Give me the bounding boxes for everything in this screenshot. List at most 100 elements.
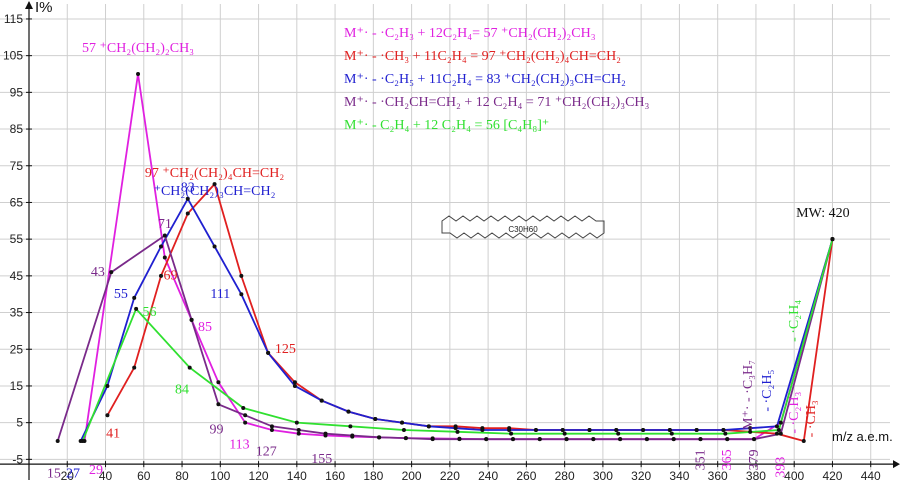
data-point	[185, 211, 190, 216]
data-point	[266, 350, 271, 355]
data-point	[774, 424, 779, 429]
x-axis-label: m/z a.e.m.	[832, 429, 893, 444]
data-point	[830, 237, 835, 242]
data-point	[105, 383, 110, 388]
data-point	[776, 427, 781, 432]
data-point	[560, 427, 565, 432]
peak-label: 113	[229, 437, 249, 452]
peak-label: 69	[164, 269, 178, 284]
y-tick-label: 45	[10, 269, 24, 283]
data-point	[269, 424, 274, 429]
peak-label: 111	[210, 287, 230, 302]
data-point	[509, 431, 514, 436]
data-point	[537, 437, 542, 442]
y-axis-label: I%	[35, 0, 53, 16]
series-line-4	[81, 238, 834, 442]
data-point	[618, 437, 623, 442]
y-tick-label: 25	[10, 342, 24, 356]
data-point	[748, 426, 753, 431]
x-tick-label: 220	[440, 469, 460, 483]
legend-entry: M⁺· - ·C₂H₅ + 11C₂H₄ = 83 ⁺CH₂(CH₂)₃CH=C…	[344, 72, 626, 87]
data-point	[109, 270, 114, 275]
x-tick-label: 280	[555, 469, 575, 483]
peak-label: ⁺CH₂(CH₂)₃CH=CH₂	[154, 184, 276, 199]
data-point	[644, 437, 649, 442]
data-point	[162, 233, 167, 238]
data-point	[296, 431, 301, 436]
fragment-label: 393	[774, 457, 789, 478]
data-point	[401, 427, 406, 432]
data-point	[185, 196, 190, 201]
data-point	[455, 429, 460, 434]
data-point	[292, 383, 297, 388]
data-point	[292, 380, 297, 385]
data-point	[346, 409, 351, 414]
y-tick-label: 15	[10, 379, 24, 393]
x-tick-label: 300	[593, 469, 613, 483]
data-point	[671, 437, 676, 442]
x-tick-label: 440	[861, 469, 881, 483]
data-point	[457, 437, 462, 442]
data-point	[319, 398, 324, 403]
data-point	[243, 420, 248, 425]
legend-entry: M⁺· - ·CH₂CH=CH₂ + 12 C₂H₄ = 71 ⁺CH₂(CH₂…	[344, 95, 650, 110]
point-labels: 57 ⁺CH₂(CH₂)₂CH₃ 97 ⁺CH₂(CH₂)₄CH=CH₂83⁺CH…	[47, 41, 850, 482]
legend-entry: M⁺· - ·CH₃ + 11C₂H₄ = 97 ⁺CH₂(CH₂)₄CH=CH…	[344, 49, 621, 64]
data-point	[296, 427, 301, 432]
peak-label: 15	[47, 467, 61, 482]
y-tick-label: 65	[10, 195, 24, 209]
fragment-label: 379	[747, 449, 762, 470]
peak-label: 71	[158, 217, 172, 232]
x-tick-label: 320	[631, 469, 651, 483]
data-point	[614, 427, 619, 432]
peak-label: 57 ⁺CH₂(CH₂)₂CH₃	[82, 41, 194, 56]
data-point	[136, 72, 141, 76]
data-point	[158, 273, 163, 278]
data-point	[778, 431, 783, 436]
data-point	[348, 424, 353, 429]
y-tick-label: 55	[10, 232, 24, 246]
x-axis-arrow	[893, 460, 900, 469]
data-point	[723, 431, 728, 436]
data-point	[667, 427, 672, 432]
x-tick-label: 40	[99, 469, 113, 483]
x-tick-label: 160	[325, 469, 345, 483]
data-point	[669, 431, 674, 436]
data-point	[212, 244, 217, 249]
x-tick-label: 420	[822, 469, 842, 483]
macrocycle-ring-icon	[441, 215, 605, 239]
data-point	[189, 317, 194, 322]
x-tick-label: 80	[175, 469, 189, 483]
data-point	[350, 433, 355, 438]
data-point	[162, 255, 167, 260]
x-tick-label: 180	[363, 469, 383, 483]
data-point	[105, 413, 110, 418]
fragment-label: - ·C₂H₅	[760, 369, 775, 411]
data-point	[241, 405, 246, 410]
x-tick-label: 360	[708, 469, 728, 483]
molecule-structure: C30H60	[441, 215, 605, 239]
data-point	[616, 431, 621, 436]
data-point	[426, 424, 431, 429]
data-point	[400, 420, 405, 425]
data-point	[134, 306, 139, 311]
peak-label: 127	[256, 445, 277, 460]
data-point	[721, 427, 726, 432]
data-point	[132, 365, 137, 370]
peak-label: 97 ⁺CH₂(CH₂)₄CH=CH₂	[145, 166, 285, 181]
data-point	[323, 431, 328, 436]
data-point	[243, 413, 248, 418]
x-tick-label: 100	[210, 469, 230, 483]
peak-label: 43	[91, 265, 105, 280]
x-tick-label: 380	[746, 469, 766, 483]
legend: M⁺· - ·C₂H₃ + 12C₂H₄= 57 ⁺CH₂(CH₂)₂CH₃ M⁺…	[344, 26, 650, 133]
series-layer	[55, 72, 835, 443]
data-point	[403, 436, 408, 441]
peak-label: 56	[143, 305, 157, 320]
molecule-formula: C30H60	[508, 225, 538, 234]
data-point	[725, 437, 730, 442]
series-line-2	[79, 196, 834, 442]
data-point	[132, 295, 137, 300]
data-point	[510, 437, 515, 442]
x-tick-label: 60	[137, 469, 151, 483]
